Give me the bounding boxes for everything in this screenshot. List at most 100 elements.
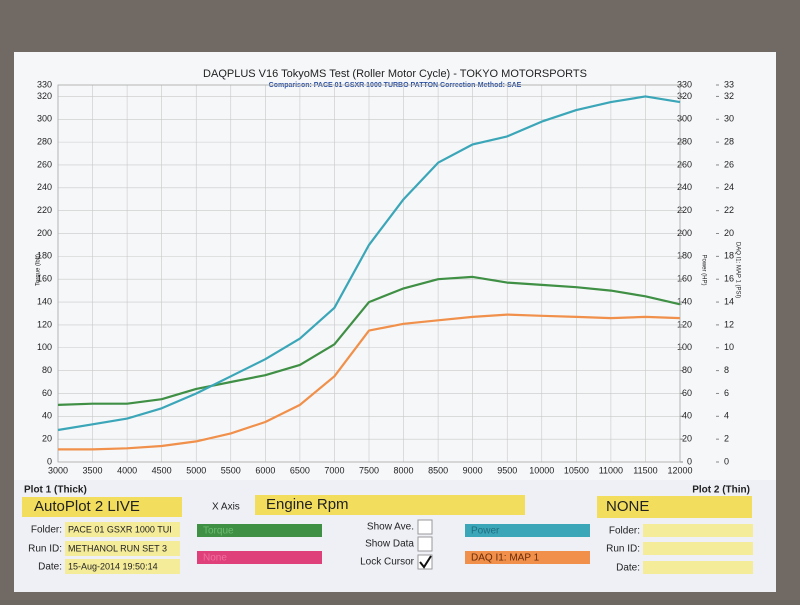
series-name: Torque bbox=[203, 526, 234, 537]
y-right-tick-label: 140 bbox=[677, 296, 692, 306]
date-value: 15-Aug-2014 19:50:14 bbox=[68, 561, 158, 571]
checkbox[interactable] bbox=[417, 519, 433, 535]
y-right-tick-label: 180 bbox=[677, 251, 692, 261]
y-right-tick-label: 280 bbox=[677, 136, 692, 146]
y2-tick-label: 20 bbox=[724, 228, 734, 238]
y2-tick-label: 26 bbox=[724, 159, 734, 169]
x-axis-select[interactable] bbox=[255, 495, 525, 515]
y2-tick-label: 16 bbox=[724, 274, 734, 284]
field[interactable] bbox=[65, 559, 180, 574]
field[interactable] bbox=[643, 561, 753, 574]
x-tick-label: 11000 bbox=[599, 465, 623, 475]
x-tick-label: 6500 bbox=[290, 465, 310, 475]
field[interactable] bbox=[643, 542, 753, 555]
y-right-tick-label: 200 bbox=[677, 228, 692, 238]
show-ave: Show Ave. bbox=[367, 522, 414, 533]
y-right-tick-label: 40 bbox=[682, 411, 692, 421]
y2-tick-label: 8 bbox=[724, 365, 729, 375]
plot2-title: Plot 2 (Thin) bbox=[692, 485, 750, 496]
check-mark bbox=[419, 555, 432, 569]
x-axis-value: Engine Rpm bbox=[266, 496, 349, 513]
y-right-tick-label: 320 bbox=[677, 91, 692, 101]
field[interactable] bbox=[65, 541, 180, 556]
y2-tick-label: 18 bbox=[724, 251, 734, 261]
checkbox[interactable] bbox=[417, 536, 433, 552]
y-tick-label: 220 bbox=[37, 205, 52, 215]
series-line bbox=[57, 95, 681, 432]
x-axis-title: X Axis bbox=[212, 502, 240, 513]
field[interactable] bbox=[643, 524, 753, 537]
series-select[interactable] bbox=[465, 551, 590, 564]
run-label: Run ID: bbox=[28, 544, 62, 555]
y2-tick-label: 22 bbox=[724, 205, 734, 215]
channel-none: None bbox=[203, 553, 227, 564]
plot-frame bbox=[57, 84, 681, 463]
run2-label: Run ID: bbox=[606, 544, 640, 555]
x-tick-label: 7500 bbox=[359, 465, 379, 475]
plot1-value: AutoPlot 2 LIVE bbox=[34, 498, 140, 515]
x-tick-label: 11500 bbox=[633, 465, 657, 475]
y-tick-label: 300 bbox=[37, 114, 52, 124]
date2-label: Date: bbox=[616, 563, 640, 574]
plot2-select[interactable] bbox=[597, 496, 752, 518]
y2-tick-label: 14 bbox=[724, 296, 734, 306]
y-tick-label: 330 bbox=[37, 79, 52, 89]
plot2-value: NONE bbox=[606, 498, 649, 515]
y-right-tick-label: 100 bbox=[677, 342, 692, 352]
y-tick-label: 80 bbox=[42, 365, 52, 375]
folder-label: Folder: bbox=[31, 525, 62, 536]
y-right-tick-label: 120 bbox=[677, 319, 692, 329]
x-tick-label: 12000 bbox=[667, 465, 692, 475]
x-tick-label: 4000 bbox=[117, 465, 137, 475]
y-tick-label: 240 bbox=[37, 182, 52, 192]
y2-tick-label: 2 bbox=[724, 434, 729, 444]
y-right-tick-label: 330 bbox=[677, 79, 692, 89]
y-tick-label: 160 bbox=[37, 274, 52, 284]
y-right-tick-label: 300 bbox=[677, 114, 692, 124]
x-tick-label: 10500 bbox=[564, 465, 589, 475]
x-tick-label: 3500 bbox=[83, 465, 103, 475]
series-select[interactable] bbox=[197, 524, 322, 537]
series-select[interactable] bbox=[197, 551, 322, 564]
field[interactable] bbox=[65, 522, 180, 537]
y2-axis-label: DAQ I1: MAP 1 (PSI) bbox=[734, 242, 740, 298]
y2-tick-label: 30 bbox=[724, 114, 734, 124]
y2-tick-label: 6 bbox=[724, 388, 729, 398]
y-tick-label: 180 bbox=[37, 251, 52, 261]
x-tick-label: 8500 bbox=[428, 465, 448, 475]
folder2-label: Folder: bbox=[609, 526, 640, 537]
y-tick-label: 0 bbox=[47, 456, 52, 466]
y-tick-label: 140 bbox=[37, 296, 52, 306]
y-right-tick-label: 0 bbox=[687, 456, 692, 466]
x-tick-label: 5000 bbox=[186, 465, 206, 475]
x-tick-label: 8000 bbox=[394, 465, 414, 475]
y2-tick-label: 32 bbox=[724, 91, 734, 101]
y-tick-label: 60 bbox=[42, 388, 52, 398]
y-right-axis-label: Power (HP) bbox=[700, 254, 706, 285]
series-select[interactable] bbox=[465, 524, 590, 537]
x-tick-label: 5500 bbox=[221, 465, 241, 475]
plot1-title: Plot 1 (Thick) bbox=[24, 485, 87, 496]
plot1-select[interactable] bbox=[22, 497, 182, 517]
y-right-tick-label: 80 bbox=[682, 365, 692, 375]
y-right-tick-label: 240 bbox=[677, 182, 692, 192]
x-tick-label: 6000 bbox=[255, 465, 275, 475]
y-tick-label: 280 bbox=[37, 136, 52, 146]
run-value: METHANOL RUN SET 3 bbox=[68, 543, 167, 553]
x-tick-label: 9000 bbox=[463, 465, 483, 475]
y-tick-label: 20 bbox=[42, 434, 52, 444]
y-right-tick-label: 220 bbox=[677, 205, 692, 215]
series-line bbox=[58, 313, 681, 451]
y-axis-label: Torque (lbft) bbox=[36, 254, 42, 286]
series-name: Power bbox=[471, 526, 500, 537]
y2-tick-label: 33 bbox=[724, 79, 734, 89]
x-tick-label: 10000 bbox=[529, 465, 554, 475]
y2-tick-label: 12 bbox=[724, 319, 734, 329]
y2-tick-label: 24 bbox=[724, 182, 734, 192]
chart-title: DAQPLUS V16 TokyoMS Test (Roller Motor C… bbox=[203, 68, 587, 80]
control-panel: Plot 1 (Thick) AutoPlot 2 LIVE X Axis En… bbox=[14, 480, 776, 592]
show-data: Show Data bbox=[365, 539, 414, 550]
x-tick-label: 4500 bbox=[152, 465, 172, 475]
